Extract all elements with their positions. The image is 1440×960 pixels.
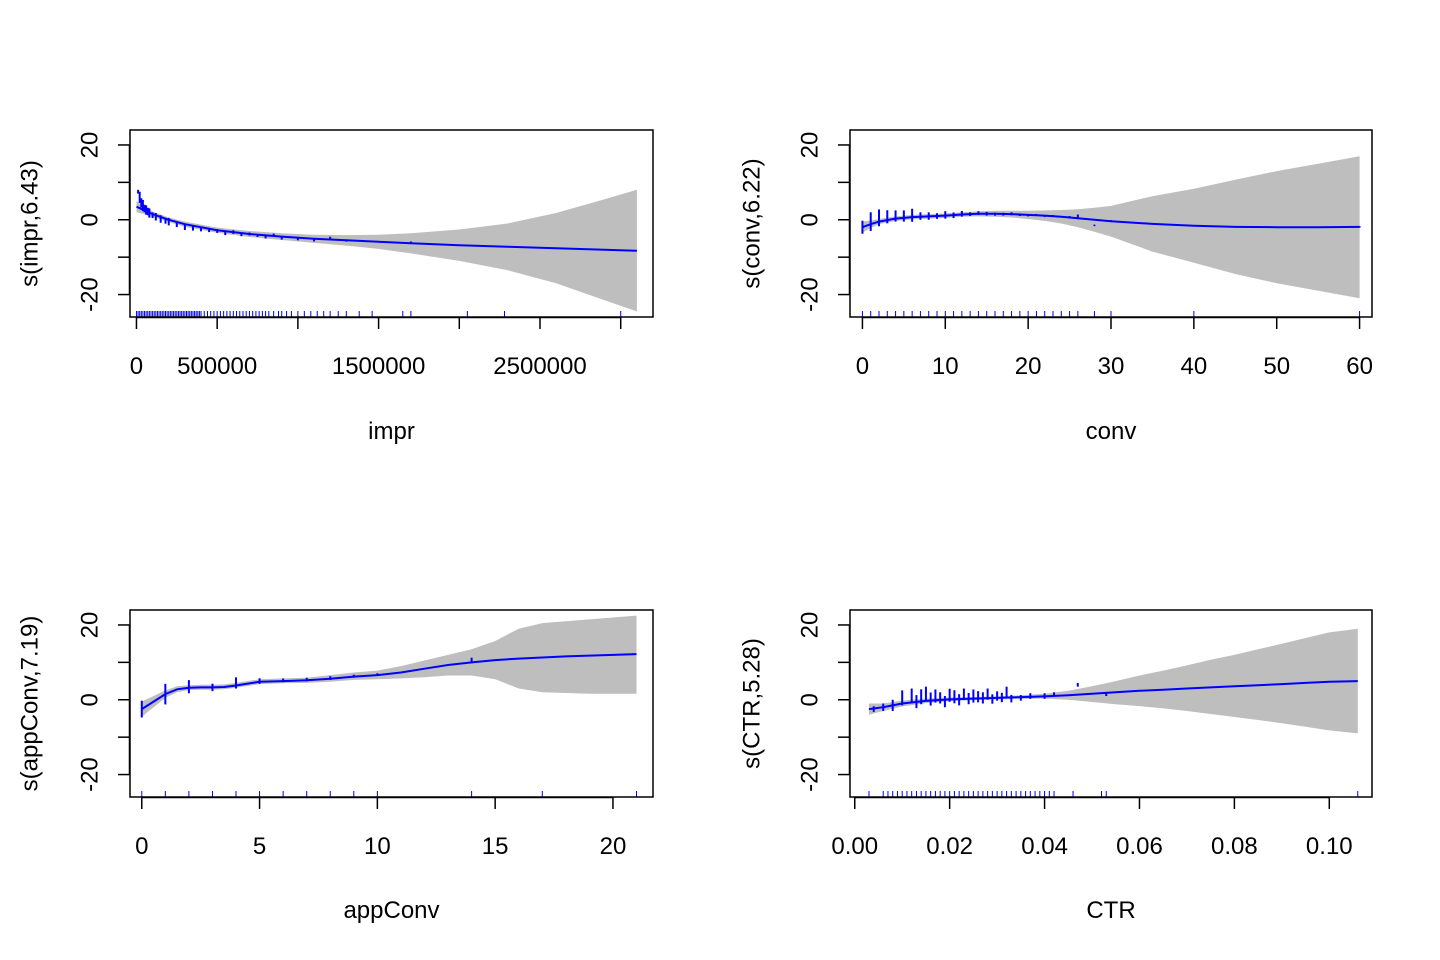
x-tick-label: 5 <box>253 833 266 860</box>
x-tick-label: 10 <box>932 353 959 380</box>
y-tick-label: 20 <box>77 612 104 639</box>
x-tick-label: 0.08 <box>1211 833 1258 860</box>
x-tick-label: 10 <box>364 833 391 860</box>
smooth-fit-line <box>862 212 1360 229</box>
y-tick-label: 0 <box>77 213 104 226</box>
x-tick-label: 30 <box>1098 353 1125 380</box>
y-axis-label: s(impr,6.43) <box>17 160 44 287</box>
x-tick-label: 60 <box>1346 353 1373 380</box>
x-tick-label: 2500000 <box>493 353 586 380</box>
x-tick-label: 1500000 <box>332 353 425 380</box>
y-tick-label: 20 <box>77 132 104 159</box>
x-tick-label: 0.02 <box>926 833 973 860</box>
y-tick-label: -20 <box>797 277 824 312</box>
y-tick-label: -20 <box>77 757 104 792</box>
x-axis-label: CTR <box>1086 897 1135 924</box>
x-tick-label: 0.04 <box>1021 833 1068 860</box>
x-axis-label: conv <box>1086 418 1137 445</box>
smooth-fit-line <box>141 653 637 710</box>
smooth-fit-line <box>868 680 1358 711</box>
x-tick-label: 50 <box>1263 353 1290 380</box>
x-tick-label: 500000 <box>177 353 257 380</box>
y-tick-label: 0 <box>797 213 824 226</box>
x-tick-label: 15 <box>482 833 509 860</box>
x-tick-label: 40 <box>1181 353 1208 380</box>
x-tick-label: 0 <box>856 353 869 380</box>
x-tick-label: 0 <box>130 353 143 380</box>
y-axis-label: s(appConv,7.19) <box>17 616 44 792</box>
confidence-band <box>869 628 1358 734</box>
x-tick-label: 0.06 <box>1116 833 1163 860</box>
smooth-fit-line <box>136 205 637 252</box>
y-axis-label: s(conv,6.22) <box>739 158 766 288</box>
x-tick-label: 0.10 <box>1306 833 1353 860</box>
panel-CTR: 0.00 0.02 0.04 0.06 0.08 0.10 -20 0 20 CTR s(CTR,5… <box>739 609 1373 924</box>
confidence-band <box>141 615 637 717</box>
y-tick-label: -20 <box>77 277 104 312</box>
y-tick-label: 0 <box>77 693 104 706</box>
x-axis-label: impr <box>368 418 415 445</box>
x-tick-label: 0.00 <box>831 833 878 860</box>
panel-impr: 0 500000 1500000 2500000 -20 0 20 impr s(impr,6.… <box>17 129 654 445</box>
y-tick-label: 0 <box>797 693 824 706</box>
confidence-band <box>862 156 1360 299</box>
y-tick-label: 20 <box>797 132 824 159</box>
panel-appConv: 0 5 10 15 20 -20 0 20 appConv s(appConv,7.19) <box>17 609 654 924</box>
x-tick-label: 20 <box>1015 353 1042 380</box>
confidence-band <box>136 189 637 312</box>
y-tick-label: -20 <box>797 757 824 792</box>
y-tick-label: 20 <box>797 612 824 639</box>
panel-conv: 0 10 20 30 40 50 60 -20 0 20 conv s(conv,6.22) <box>739 129 1373 445</box>
x-tick-label: 0 <box>135 833 148 860</box>
x-tick-label: 20 <box>600 833 627 860</box>
x-axis-label: appConv <box>343 897 439 924</box>
y-axis-label: s(CTR,5.28) <box>739 638 766 769</box>
